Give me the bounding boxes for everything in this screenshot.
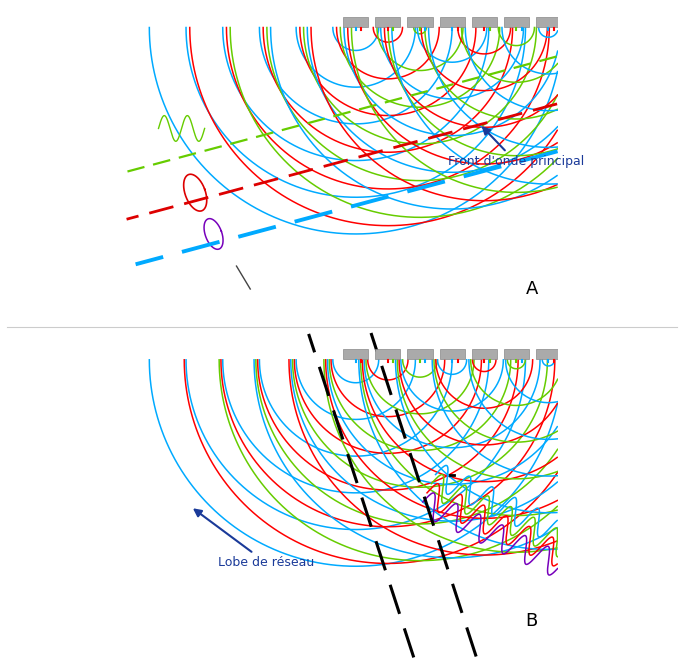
FancyBboxPatch shape <box>343 16 368 26</box>
FancyBboxPatch shape <box>472 349 497 359</box>
FancyBboxPatch shape <box>472 16 497 26</box>
FancyBboxPatch shape <box>408 16 432 26</box>
FancyBboxPatch shape <box>376 16 400 26</box>
Text: B: B <box>525 612 538 630</box>
FancyBboxPatch shape <box>440 16 464 26</box>
FancyBboxPatch shape <box>376 349 400 359</box>
FancyBboxPatch shape <box>536 16 561 26</box>
Text: Lobe de réseau: Lobe de réseau <box>195 510 315 569</box>
FancyBboxPatch shape <box>536 349 561 359</box>
FancyBboxPatch shape <box>440 349 464 359</box>
FancyBboxPatch shape <box>504 16 529 26</box>
Text: Front d'onde principal: Front d'onde principal <box>447 128 583 168</box>
FancyBboxPatch shape <box>408 349 432 359</box>
FancyBboxPatch shape <box>504 349 529 359</box>
FancyBboxPatch shape <box>343 349 368 359</box>
Text: A: A <box>525 280 538 297</box>
